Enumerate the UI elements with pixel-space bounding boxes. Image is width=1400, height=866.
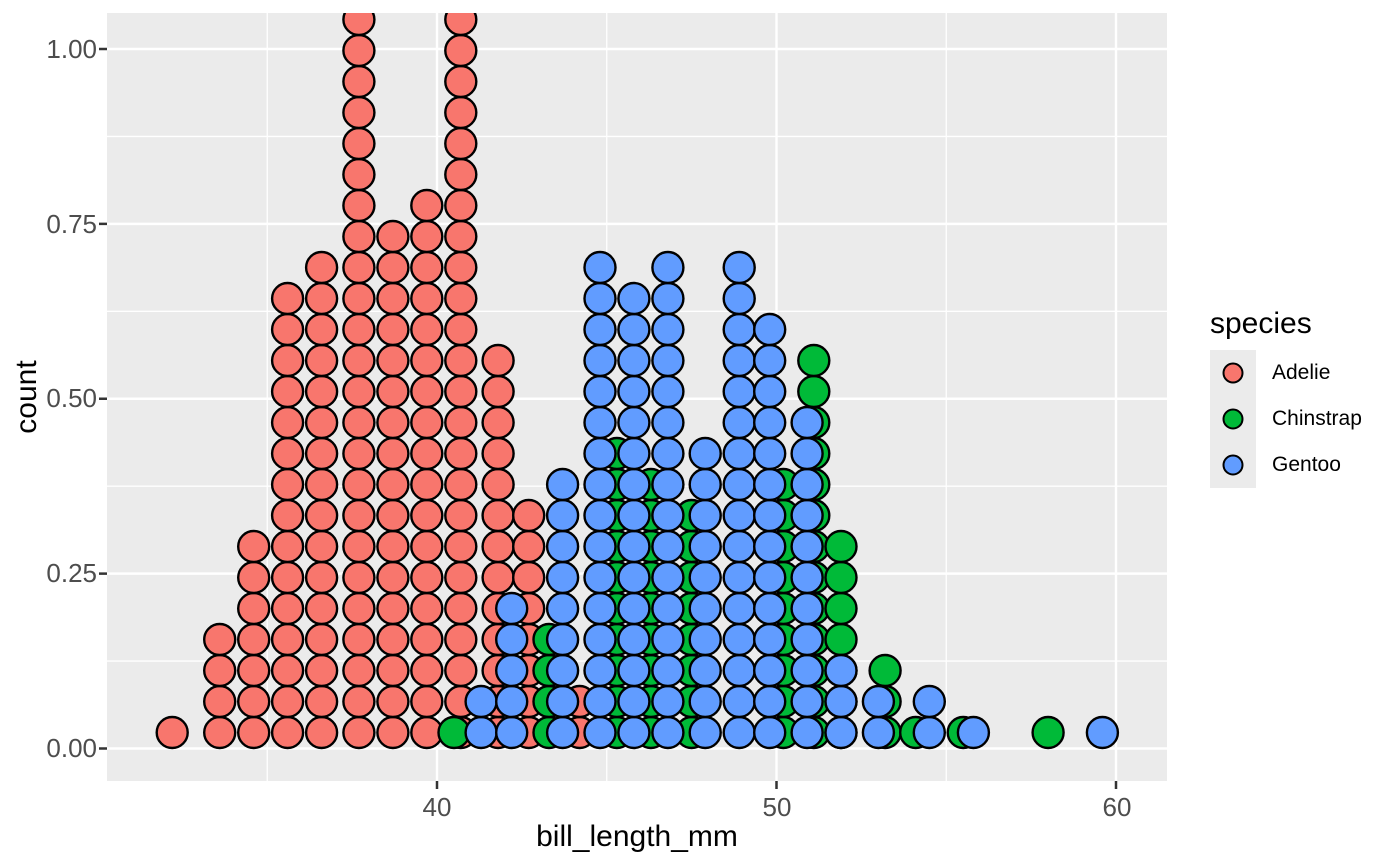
x-axis-title: bill_length_mm	[536, 820, 738, 853]
adelie-key-circle-icon	[1222, 362, 1244, 384]
legend: species Adelie Chinstrap Gentoo	[1210, 306, 1395, 488]
x-tick-label-50: 50	[762, 792, 792, 822]
legend-label: Gentoo	[1272, 453, 1341, 476]
y-axis-title: count	[10, 360, 43, 434]
series-gentoo-dots	[464, 250, 1120, 750]
y-tick-label-0.75: 0.75	[46, 209, 97, 239]
legend-key-box	[1210, 442, 1256, 488]
chinstrap-key-circle-icon	[1222, 408, 1244, 430]
y-tick-label-0.50: 0.50	[46, 383, 97, 413]
legend-label: Chinstrap	[1272, 407, 1362, 430]
legend-entry-chinstrap: Chinstrap	[1210, 396, 1395, 442]
legend-key-box	[1210, 350, 1256, 396]
legend-entry-gentoo: Gentoo	[1210, 442, 1395, 488]
gentoo-key-circle-icon	[1222, 454, 1244, 476]
series-adelie-dots	[155, 13, 597, 750]
legend-key-box	[1210, 396, 1256, 442]
x-tick-label-60: 60	[1102, 792, 1132, 822]
legend-label: Adelie	[1272, 361, 1331, 384]
y-tick-label-1.00: 1.00	[46, 34, 97, 64]
y-tick-label-0.25: 0.25	[46, 558, 97, 588]
y-tick-label-0.00: 0.00	[46, 733, 97, 763]
legend-title: species	[1210, 307, 1312, 340]
x-tick-label-40: 40	[422, 792, 452, 822]
dot-stacks	[155, 13, 1120, 750]
legend-entry-adelie: Adelie	[1210, 350, 1395, 396]
